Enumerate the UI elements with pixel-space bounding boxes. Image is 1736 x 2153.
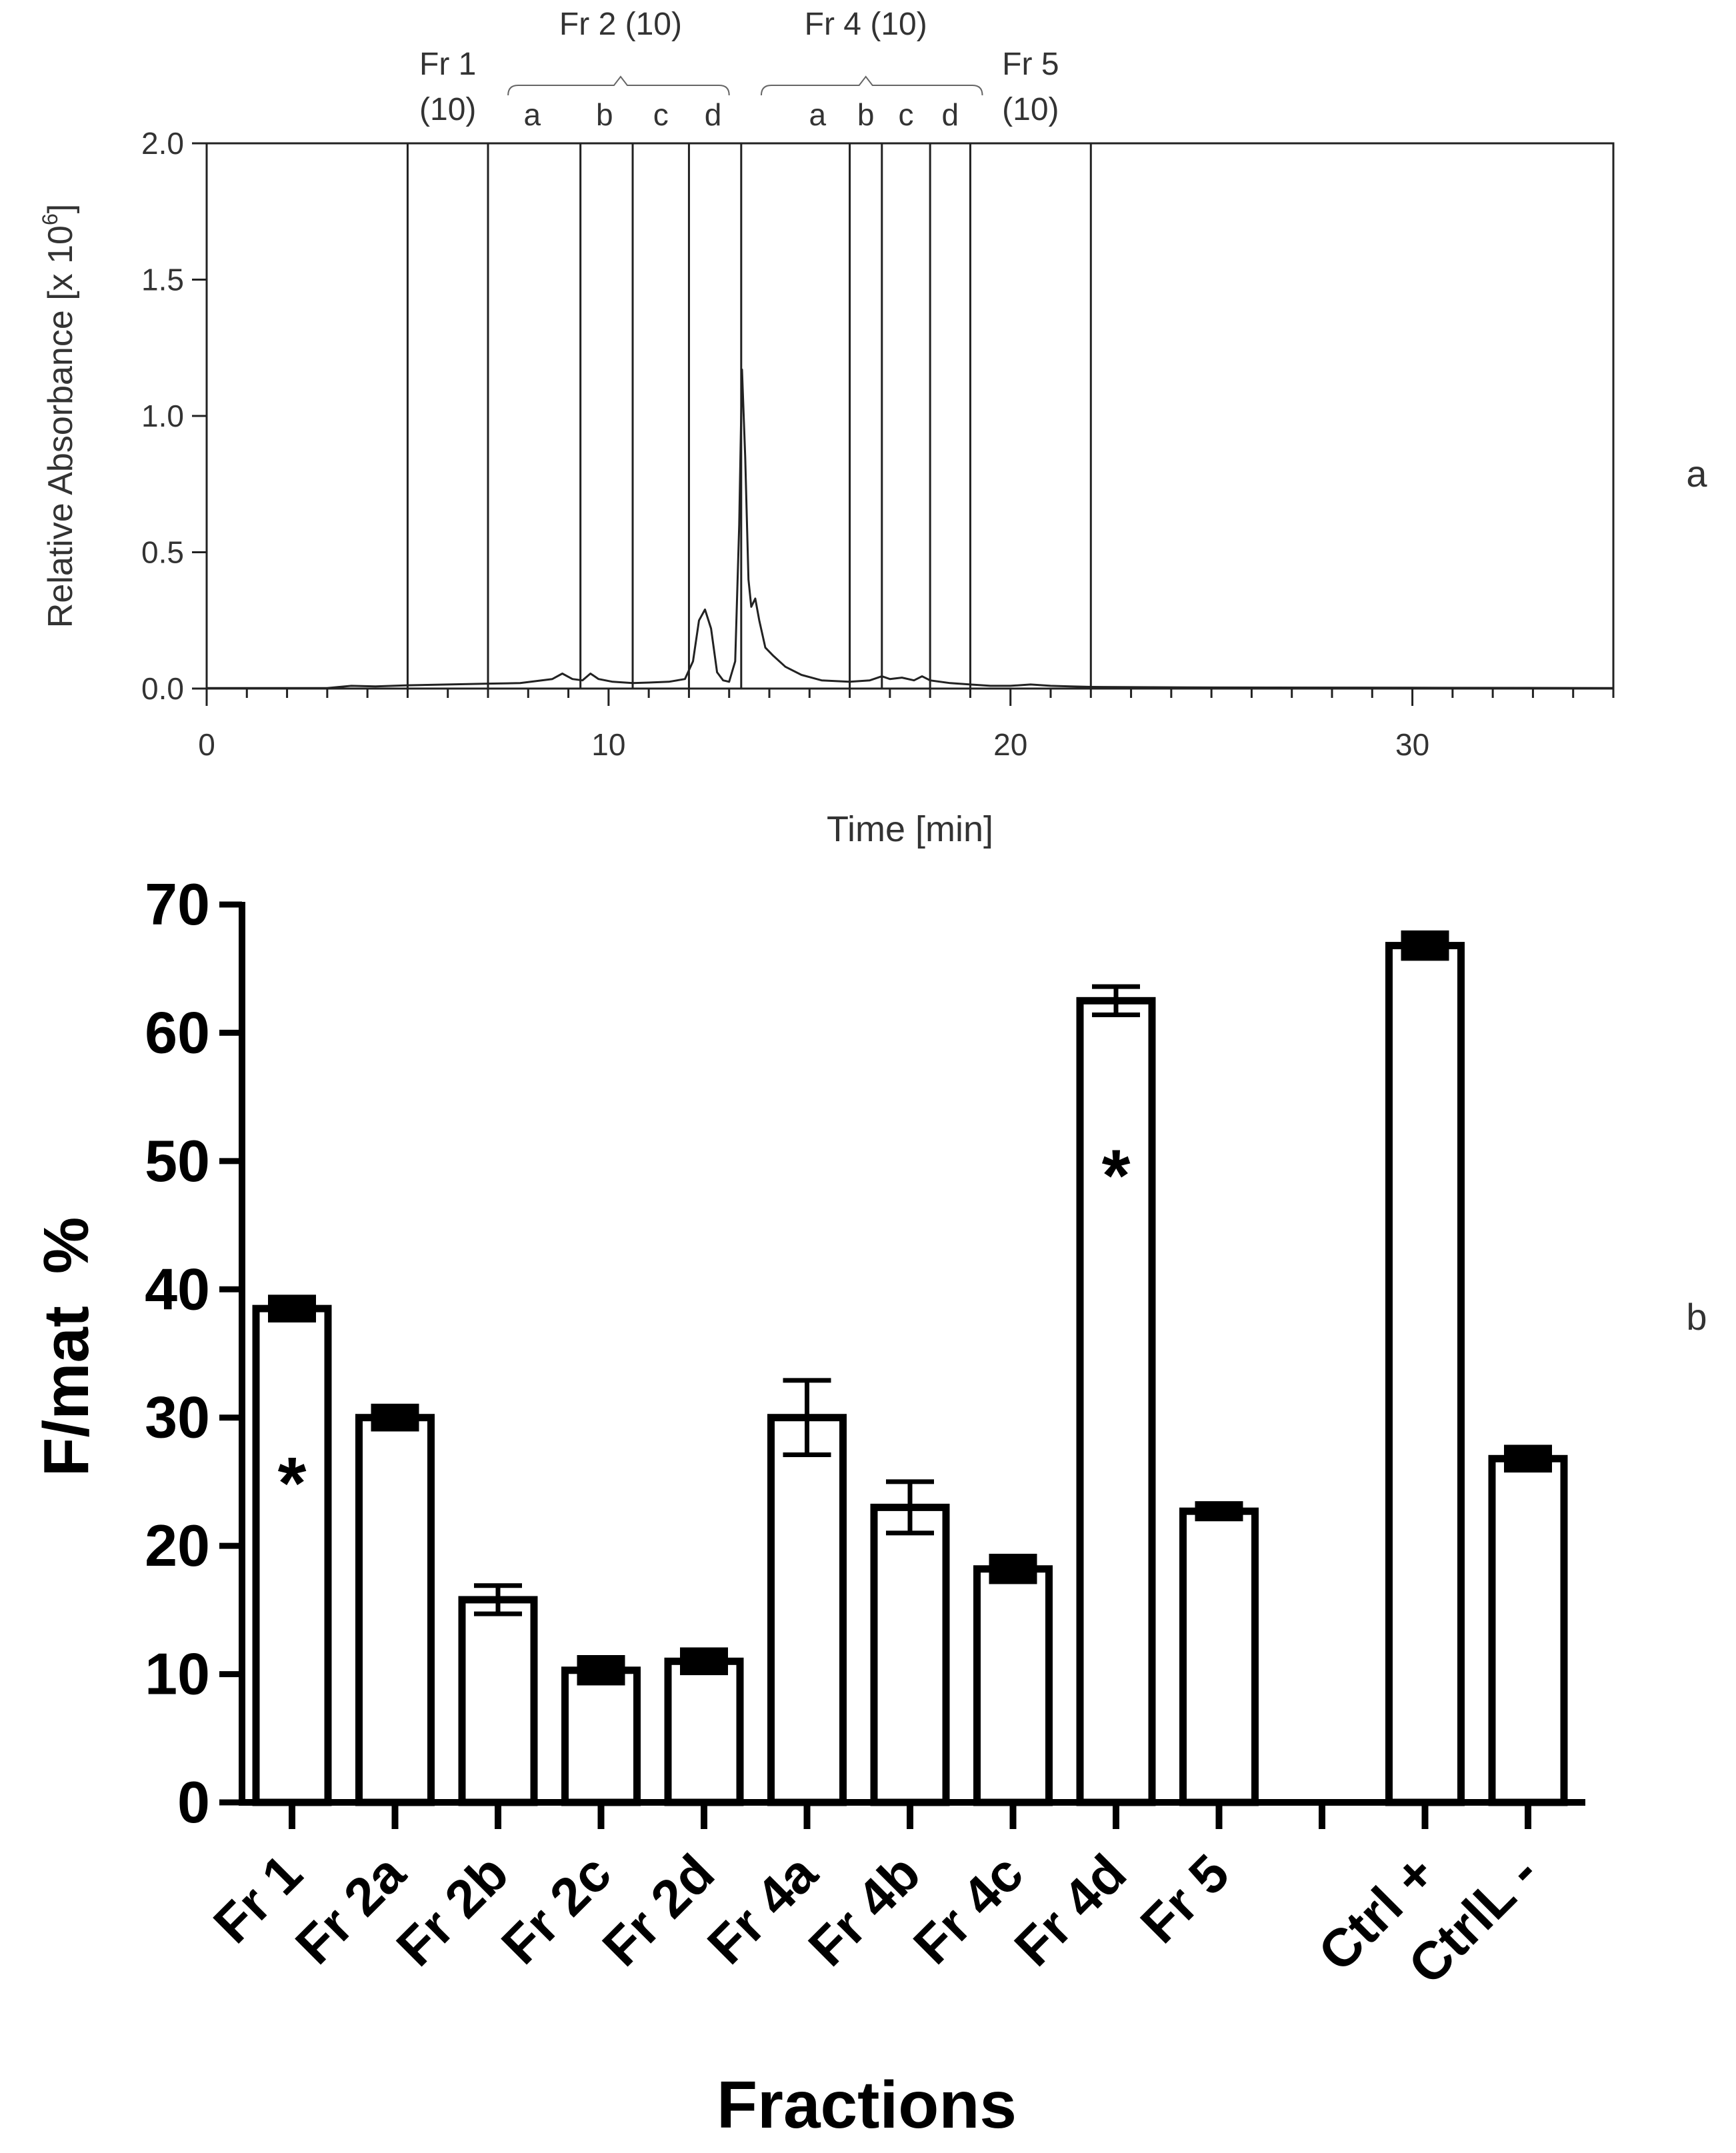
fraction-label: Fr 2 (10) bbox=[559, 7, 682, 42]
x-tick-label: Fr 5 bbox=[1129, 1843, 1241, 1954]
x-tick-label: Fr 2b bbox=[385, 1843, 519, 1977]
bar bbox=[355, 1414, 435, 1806]
x-tick-label: Fr 2a bbox=[284, 1843, 416, 1975]
x-tick-label: 10 bbox=[591, 727, 625, 762]
x-tick-label: 0 bbox=[198, 727, 215, 762]
bar bbox=[1179, 1507, 1259, 1806]
subfraction-label: c bbox=[898, 97, 913, 132]
y-tick-label: 50 bbox=[145, 1128, 210, 1194]
y-tick-label: 20 bbox=[145, 1512, 210, 1578]
bar bbox=[973, 1565, 1053, 1806]
y-tick-label: 70 bbox=[145, 871, 210, 937]
plot-frame bbox=[205, 142, 1615, 690]
panel-label: b bbox=[1686, 1296, 1707, 1338]
y-axis-title-exponent: 6 bbox=[38, 213, 62, 225]
y-tick-label: 0 bbox=[177, 1769, 210, 1835]
subfraction-label: b bbox=[857, 97, 875, 132]
fraction-label: Fr 1 bbox=[419, 47, 476, 82]
fraction-group-bracket bbox=[760, 75, 983, 96]
x-tick-label: Fr 4a bbox=[696, 1843, 828, 1975]
subfraction-label: d bbox=[941, 97, 959, 132]
y-tick-label: 1.5 bbox=[141, 263, 184, 297]
error-bar-block bbox=[1504, 1446, 1552, 1470]
y-axis-title-unit: % bbox=[31, 1217, 102, 1274]
bar bbox=[561, 1666, 641, 1806]
y-tick-label: 1.0 bbox=[141, 399, 184, 433]
error-bar-block bbox=[1401, 933, 1449, 959]
error-bar-block bbox=[989, 1556, 1037, 1582]
panel-label: a bbox=[1686, 453, 1707, 495]
y-tick-label: 0.0 bbox=[141, 671, 184, 706]
x-tick-label: Fr 4b bbox=[797, 1843, 931, 1977]
x-tick-label: Fr 2d bbox=[591, 1843, 725, 1977]
y-tick-label: 30 bbox=[145, 1384, 210, 1450]
y-axis-title-text: F/mat bbox=[31, 1306, 102, 1476]
fraction-label: Fr 5 bbox=[1002, 47, 1059, 82]
significance-star: * bbox=[278, 1442, 307, 1524]
bar bbox=[1488, 1454, 1568, 1806]
y-tick-label: 2.0 bbox=[141, 126, 184, 161]
error-bar-block bbox=[371, 1406, 419, 1430]
y-tick-label: 10 bbox=[145, 1641, 210, 1707]
y-axis-title-close: ] bbox=[41, 204, 80, 213]
bar bbox=[252, 1304, 332, 1806]
subfraction-label: c bbox=[653, 97, 669, 132]
y-axis-title: F/mat% bbox=[31, 1217, 102, 1476]
bar bbox=[870, 1503, 950, 1806]
y-axis-title: Relative Absorbance [x 106] bbox=[38, 204, 80, 628]
x-axis-title: Fractions bbox=[717, 2068, 1017, 2142]
x-tick-label: Fr 4d bbox=[1003, 1843, 1137, 1977]
error-bar-block bbox=[680, 1650, 728, 1673]
subfraction-label: b bbox=[596, 97, 613, 132]
subfraction-label: a bbox=[524, 97, 541, 132]
chromatogram-trace bbox=[207, 369, 1614, 689]
fraction-label: (10) bbox=[1002, 92, 1059, 127]
fraction-label: (10) bbox=[419, 92, 476, 127]
y-tick-label: 0.5 bbox=[141, 535, 184, 570]
fraction-group-bracket bbox=[507, 75, 730, 96]
y-tick-label: 40 bbox=[145, 1256, 210, 1322]
error-bar-block bbox=[268, 1296, 316, 1320]
subfraction-label: d bbox=[705, 97, 722, 132]
y-axis-title-text: Relative Absorbance [x 10 bbox=[41, 225, 80, 628]
x-tick-label: 20 bbox=[993, 727, 1027, 762]
error-bar-block bbox=[577, 1657, 625, 1684]
x-tick-label: Fr 2c bbox=[490, 1843, 622, 1975]
bar bbox=[1385, 942, 1465, 1806]
bar bbox=[458, 1596, 538, 1806]
error-bar-block bbox=[1195, 1503, 1243, 1519]
subfraction-label: a bbox=[809, 97, 827, 132]
x-tick-label: Fr 4c bbox=[902, 1843, 1034, 1975]
significance-star: * bbox=[1102, 1134, 1131, 1216]
bar bbox=[1076, 997, 1156, 1806]
fraction-label: Fr 4 (10) bbox=[805, 7, 927, 42]
x-tick-label: 30 bbox=[1395, 727, 1429, 762]
x-axis-title: Time [min] bbox=[827, 809, 993, 849]
chromatogram-panel: 0.0 0.5 1.0 1.5 2.0 0 10 20 30 Fr 1 (10) Fr 2 (10) F… bbox=[38, 7, 1707, 849]
y-tick-label: 60 bbox=[145, 999, 210, 1065]
bar bbox=[664, 1657, 744, 1806]
bar bbox=[767, 1414, 847, 1806]
